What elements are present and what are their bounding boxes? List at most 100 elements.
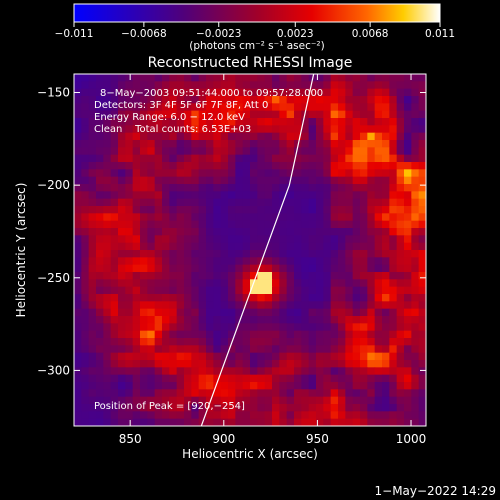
heatmap-cell — [272, 411, 280, 420]
heatmap-cell — [396, 242, 405, 251]
heatmap-cell — [176, 88, 185, 97]
heatmap-cell — [140, 242, 148, 251]
heatmap-cell — [345, 96, 354, 104]
heatmap-cell — [184, 88, 192, 97]
heatmap-cell — [140, 396, 148, 405]
heatmap-cell — [330, 352, 339, 361]
heatmap-cell — [294, 198, 302, 207]
heatmap-cell — [272, 374, 280, 383]
heatmap-cell — [411, 242, 420, 251]
heatmap-cell — [286, 279, 295, 288]
heatmap-cell — [418, 374, 426, 383]
heatmap-cell — [147, 118, 156, 126]
heatmap-cell — [154, 389, 163, 398]
heatmap-cell — [367, 118, 376, 126]
heatmap-cell — [74, 228, 82, 236]
heatmap-cell — [242, 242, 251, 251]
heatmap-cell — [81, 176, 90, 185]
heatmap-cell — [125, 404, 134, 412]
heatmap-cell — [198, 330, 207, 339]
heatmap-cell — [81, 286, 90, 295]
heatmap-cell — [264, 81, 273, 90]
heatmap-cell — [338, 125, 346, 134]
heatmap-cell — [88, 88, 97, 97]
heatmap-cell — [198, 345, 207, 354]
heatmap-cell — [110, 176, 119, 185]
heatmap-cell — [81, 389, 90, 398]
heatmap-cell — [81, 228, 90, 236]
heatmap-cell — [338, 220, 346, 229]
solar-limb-line — [200, 74, 315, 426]
heatmap-cell — [374, 118, 383, 126]
heatmap-cell — [323, 103, 332, 112]
heatmap-cell — [228, 125, 236, 134]
heatmap-cell — [88, 352, 97, 361]
heatmap-cell — [198, 220, 207, 229]
heatmap-cell — [323, 242, 332, 251]
heatmap-cell — [228, 206, 236, 214]
heatmap-cell — [96, 272, 104, 280]
heatmap-cell — [118, 374, 126, 383]
heatmap-cell — [396, 418, 405, 426]
heatmap-cell — [264, 140, 273, 148]
x-tick-label: 1000 — [396, 432, 427, 446]
heatmap-cell — [125, 162, 134, 170]
heatmap-cell — [220, 125, 229, 134]
heatmap-cell — [264, 147, 273, 156]
heatmap-cell — [184, 228, 192, 236]
heatmap-cell — [374, 81, 383, 90]
heatmap-cell — [191, 279, 200, 288]
heatmap-cell — [352, 235, 361, 244]
heatmap-cell — [206, 176, 214, 185]
heatmap-cell — [352, 345, 361, 354]
heatmap-cell — [162, 103, 170, 112]
heatmap-cell — [169, 250, 178, 258]
heatmap-cell — [279, 272, 288, 280]
heatmap-cell — [103, 352, 112, 361]
heatmap-cell — [118, 191, 126, 200]
heatmap-cell — [132, 125, 141, 134]
heatmap-cell — [213, 140, 222, 148]
heatmap-cell — [382, 140, 390, 148]
heatmap-cell — [242, 220, 251, 229]
heatmap-cell — [242, 411, 251, 420]
heatmap-cell — [220, 338, 229, 346]
heatmap-cell — [404, 140, 412, 148]
heatmap-cell — [301, 382, 310, 390]
heatmap-cell — [242, 345, 251, 354]
heatmap-cell — [235, 213, 244, 222]
heatmap-cell — [176, 242, 185, 251]
heatmap-cell — [140, 294, 148, 302]
heatmap-cell — [352, 250, 361, 258]
heatmap-cell — [382, 125, 390, 134]
heatmap-cell — [323, 118, 332, 126]
heatmap-cell — [88, 184, 97, 192]
heatmap-cell — [286, 220, 295, 229]
heatmap-cell — [140, 367, 148, 376]
heatmap-cell — [110, 279, 119, 288]
heatmap-cell — [184, 316, 192, 324]
heatmap-cell — [286, 286, 295, 295]
heatmap-cell — [352, 213, 361, 222]
heatmap-cell — [360, 323, 368, 332]
heatmap-cell — [74, 323, 82, 332]
heatmap-cell — [110, 242, 119, 251]
heatmap-cell — [162, 154, 170, 163]
heatmap-cell — [154, 74, 163, 82]
heatmap-cell — [74, 213, 82, 222]
heatmap-cell — [206, 147, 214, 156]
heatmap-cell — [184, 301, 192, 310]
heatmap-cell — [132, 118, 141, 126]
heatmap-cell — [352, 220, 361, 229]
heatmap-cell — [110, 213, 119, 222]
heatmap-cell — [345, 279, 354, 288]
heatmap-cell — [323, 272, 332, 280]
heatmap-cell — [330, 88, 339, 97]
heatmap-cell — [213, 316, 222, 324]
heatmap-cell — [88, 125, 97, 134]
heatmap-cell — [103, 360, 112, 368]
heatmap-cell — [294, 316, 302, 324]
heatmap-cell — [323, 418, 332, 426]
heatmap-cell — [294, 308, 302, 317]
